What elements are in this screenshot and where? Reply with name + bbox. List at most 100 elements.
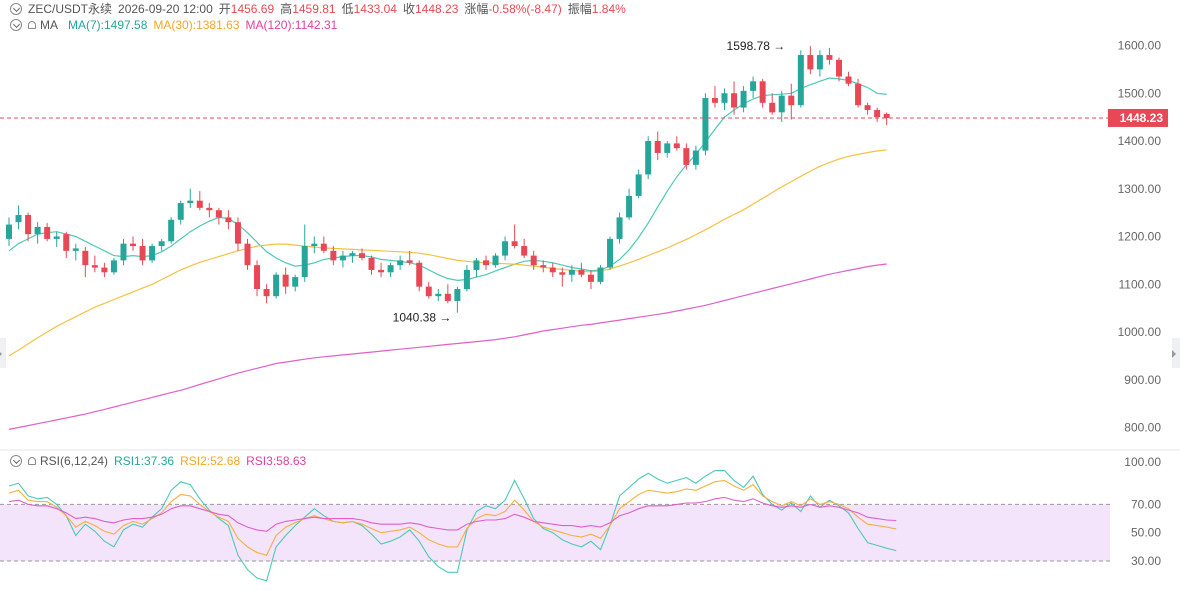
- price-tick-label: 1600.00: [1118, 39, 1162, 53]
- candle-body: [120, 243, 127, 261]
- candle-body: [416, 262, 423, 287]
- candle: [120, 238, 127, 266]
- rsi-legend: RSI(6,12,24) RSI1:37.36 RSI2:52.68 RSI3:…: [10, 454, 306, 468]
- candle-body: [158, 241, 165, 247]
- candle-body: [330, 250, 337, 261]
- candle: [645, 136, 652, 180]
- candle-body: [101, 267, 108, 273]
- rsi-overbought-oversold-band: [0, 504, 1110, 561]
- candle: [425, 281, 432, 299]
- alert-bell-icon[interactable]: [28, 457, 36, 465]
- ma-indicator-name[interactable]: MA: [40, 18, 58, 32]
- candle-body: [778, 95, 785, 113]
- candle-body: [664, 143, 671, 153]
- amplitude-value: 1.84%: [591, 1, 626, 16]
- scroll-left-handle[interactable]: [0, 338, 6, 368]
- candle: [63, 231, 70, 258]
- rsi1-line: [8, 469, 897, 582]
- candle-body: [454, 289, 461, 301]
- candle: [731, 81, 738, 115]
- candle-body: [607, 238, 614, 268]
- rsi-indicator-name[interactable]: RSI(6,12,24): [40, 454, 109, 468]
- candle-body: [492, 255, 499, 266]
- candle: [578, 262, 585, 278]
- candle-body: [769, 102, 776, 113]
- ma7-line: [8, 77, 887, 282]
- candle: [883, 112, 890, 126]
- ma120-line: [8, 263, 887, 430]
- rsi-tick-label: 100.00: [1124, 455, 1161, 469]
- candle-body: [6, 224, 12, 239]
- candle-body: [568, 269, 575, 275]
- candle: [244, 238, 251, 270]
- chevron-down-icon[interactable]: [10, 19, 22, 31]
- candle: [721, 88, 728, 110]
- candle-body: [444, 293, 451, 301]
- candle: [82, 247, 89, 278]
- price-tick-label: 800.00: [1124, 421, 1161, 435]
- candle: [168, 217, 175, 244]
- candle-body: [855, 83, 862, 106]
- candle: [311, 236, 318, 254]
- chevron-down-icon[interactable]: [10, 2, 22, 15]
- chevron-down-icon[interactable]: [10, 455, 22, 467]
- price-tick-label: 1000.00: [1118, 325, 1162, 339]
- scroll-right-handle[interactable]: [1172, 338, 1180, 368]
- alert-bell-icon[interactable]: [28, 21, 36, 29]
- high-value: 1459.81: [292, 1, 336, 16]
- candle: [492, 253, 499, 268]
- candle: [788, 83, 795, 120]
- candle-body: [435, 293, 442, 297]
- candle: [559, 267, 566, 287]
- candle-body: [311, 243, 318, 247]
- candle: [740, 86, 747, 113]
- candle: [483, 255, 489, 270]
- candle: [549, 262, 556, 278]
- candle: [845, 71, 852, 87]
- candle-body: [168, 219, 175, 242]
- candle-body: [587, 274, 594, 282]
- candle-body: [683, 148, 690, 165]
- candle-body: [711, 98, 718, 103]
- candle-body: [378, 269, 385, 273]
- candle-body: [578, 269, 585, 275]
- candle-body: [597, 267, 604, 282]
- candle-body: [368, 257, 375, 270]
- candle: [473, 257, 480, 278]
- candle-body: [320, 243, 327, 251]
- candle-body: [559, 272, 566, 275]
- candle-body: [139, 246, 146, 261]
- candles: [6, 46, 890, 313]
- candle: [320, 236, 327, 254]
- candle: [34, 222, 41, 244]
- candle-body: [273, 274, 280, 297]
- rsi-tick-label: 50.00: [1131, 526, 1161, 540]
- open-value: 1456.69: [230, 1, 275, 16]
- candle: [130, 236, 137, 251]
- candle-body: [206, 207, 213, 211]
- extreme-price-label: 1598.78 →: [727, 39, 786, 53]
- candle-body: [397, 260, 404, 266]
- candle-body: [177, 203, 184, 220]
- candle-body: [425, 286, 432, 297]
- candle: [654, 131, 661, 161]
- change-value: -0.58%(-8.47): [488, 1, 562, 16]
- candle-body: [110, 260, 117, 273]
- candle: [149, 243, 156, 263]
- candle-body: [301, 246, 308, 278]
- candle: [416, 260, 423, 292]
- amplitude-label: 振幅: [567, 2, 592, 16]
- high-label: 高: [280, 2, 293, 16]
- candle-body: [254, 265, 261, 290]
- candle-body: [797, 55, 804, 106]
- candle: [139, 238, 146, 266]
- candle-body: [15, 215, 22, 223]
- candle: [454, 286, 461, 313]
- rsi3-value: RSI3:58.63: [246, 454, 307, 468]
- candle-body: [654, 141, 661, 153]
- low-label: 低: [341, 2, 354, 16]
- candle: [607, 236, 614, 270]
- candle: [273, 272, 280, 299]
- candle-body: [835, 59, 842, 77]
